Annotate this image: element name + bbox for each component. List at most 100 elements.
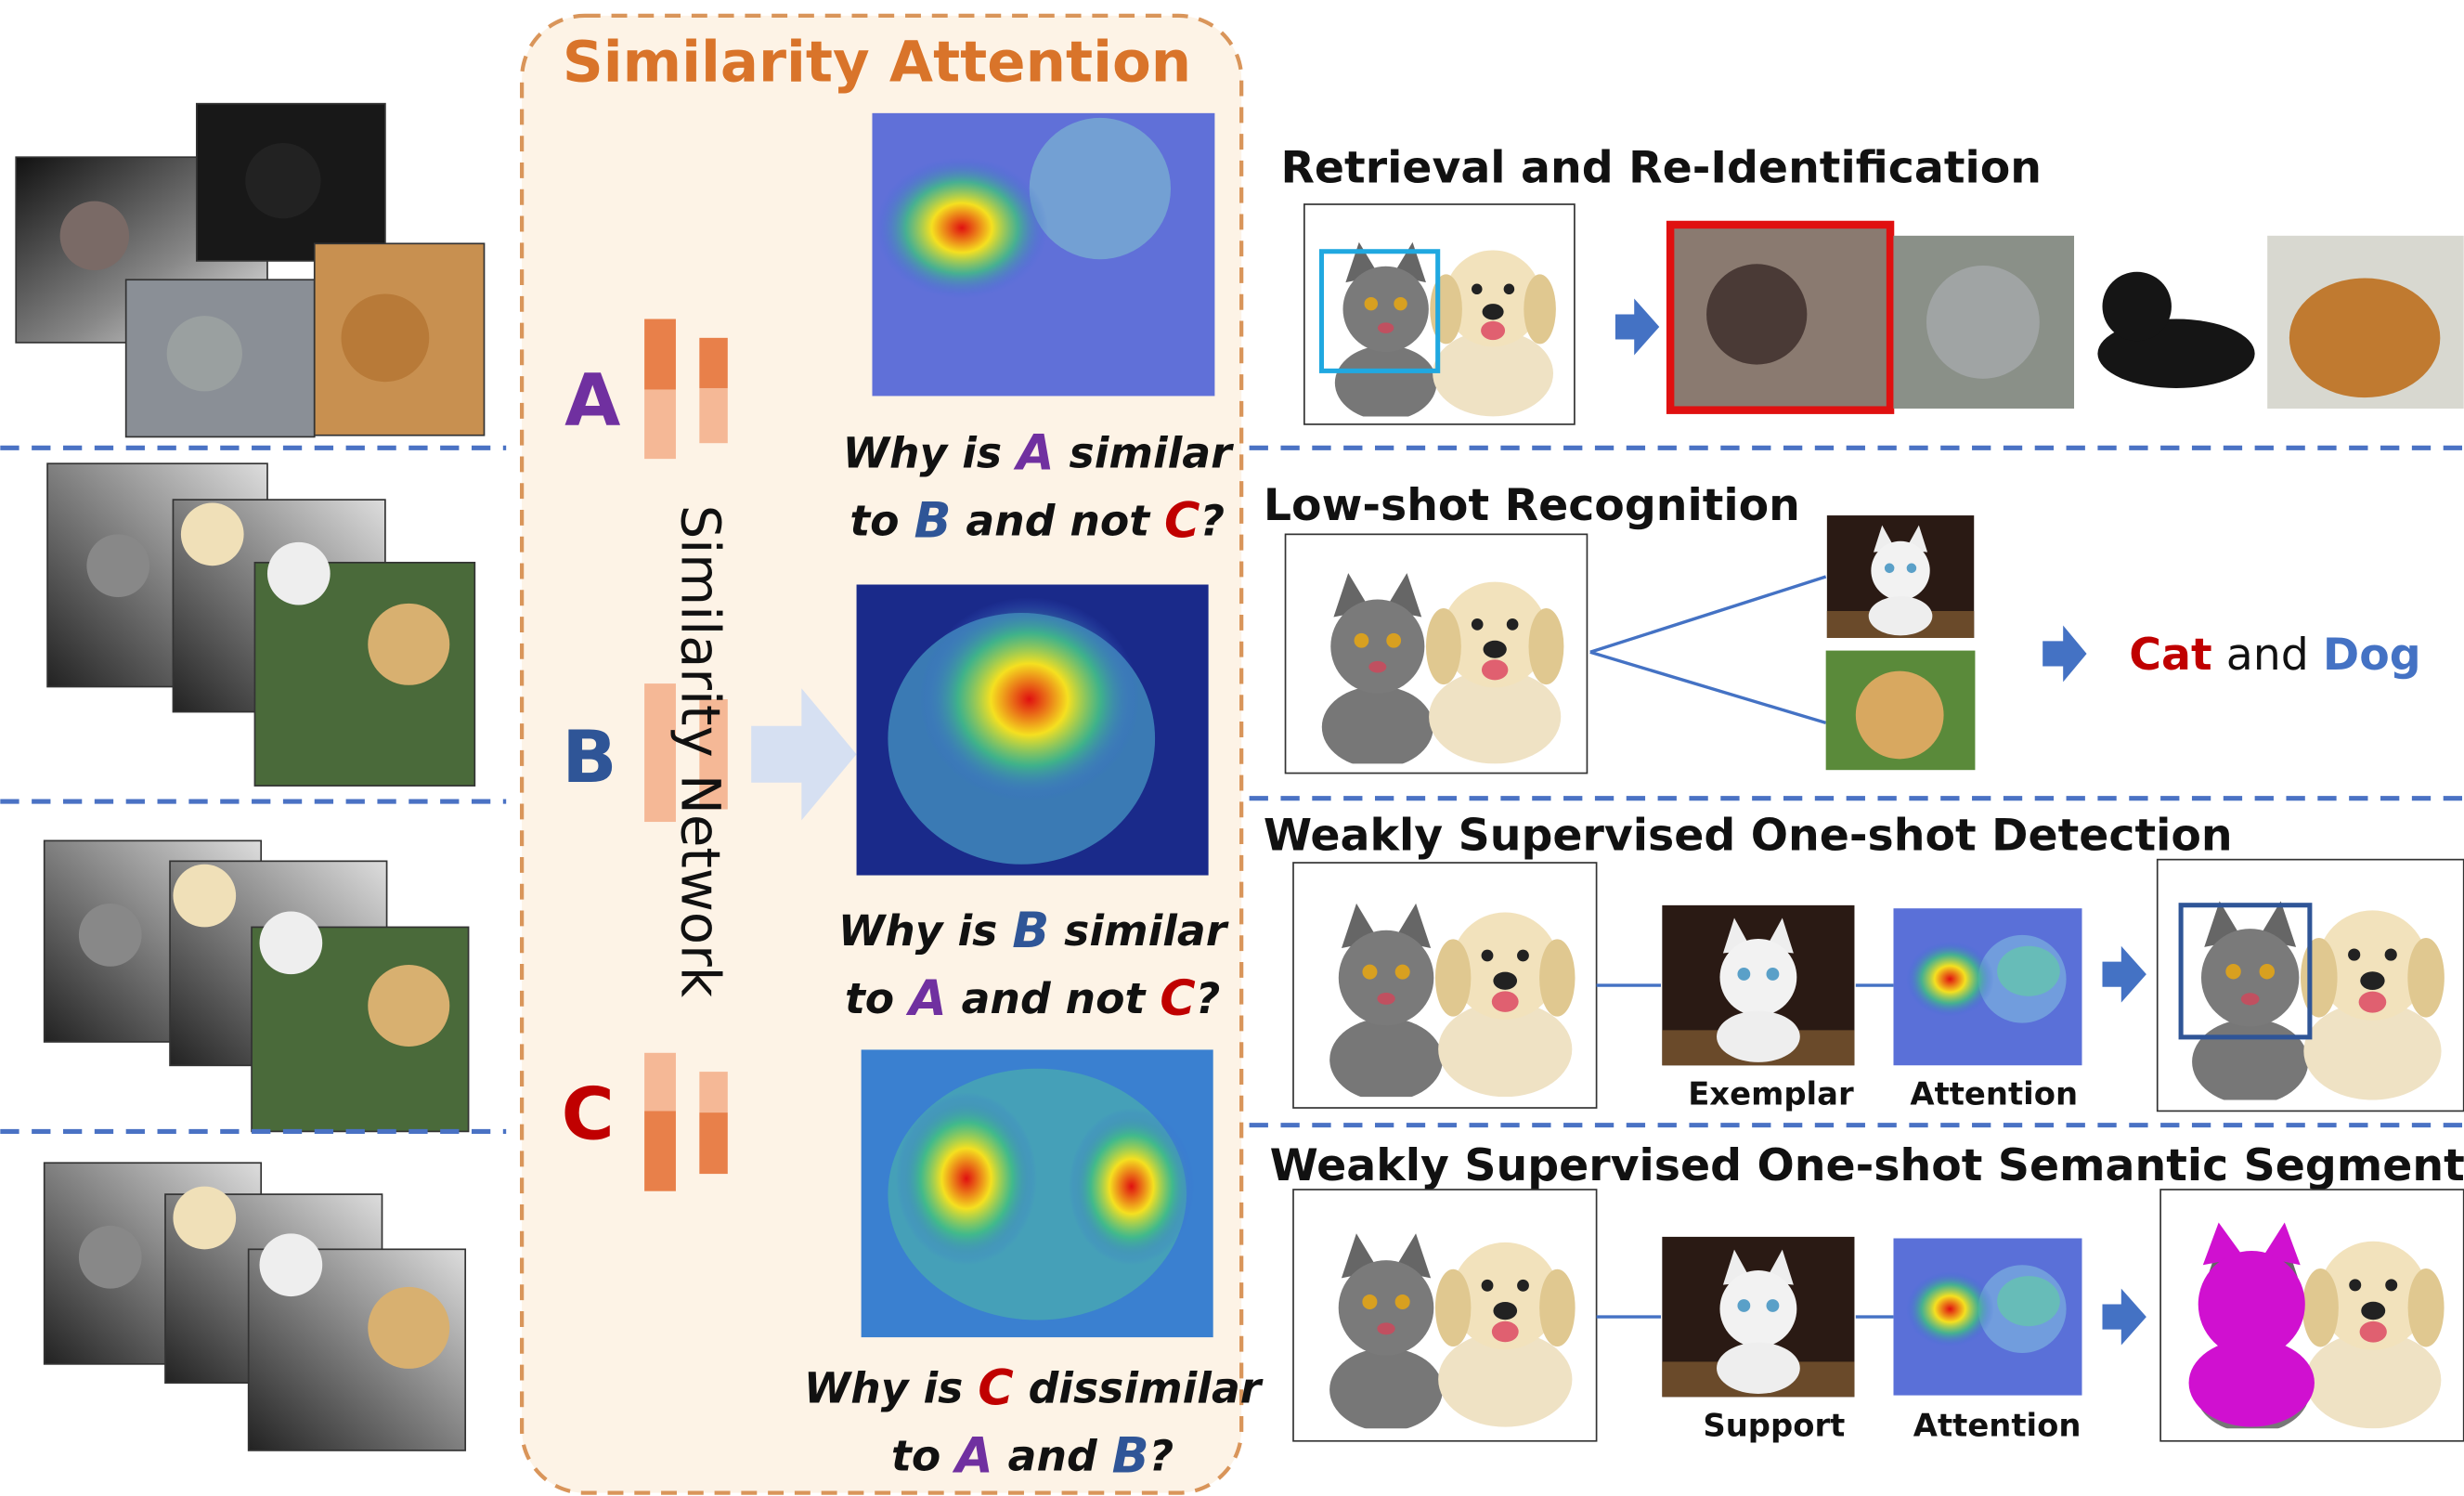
attention-image [1893,1238,2082,1396]
shape [1589,650,1827,725]
retrieved-images [1666,220,2464,414]
question-text: to [849,496,914,545]
question-letter: B [1012,903,1049,959]
heatmap-b [856,584,1209,876]
shape [644,1111,676,1191]
shape [1069,1108,1195,1266]
arrow [2102,1288,2146,1346]
result-cat: Cat [2129,630,2211,681]
shape [180,502,244,566]
query-box [1318,249,1441,373]
shape [895,1092,1038,1266]
feature-bars [644,319,728,1191]
shape [2198,1251,2305,1359]
arrow [1615,298,1660,356]
shape [644,683,676,823]
question-letter: A [1013,424,1055,481]
support-image [1662,1236,1855,1398]
shape [1029,117,1172,260]
task-title: Weakly Supervised One-shot Detection [1264,810,2233,861]
shape [59,201,130,271]
question-letter: C [978,1359,1013,1416]
question-text: ? [1200,496,1225,545]
question-text: ? [1196,973,1221,1022]
segmentation-mask [2188,1222,2315,1427]
question-letter: C [1164,492,1200,549]
shape [259,1233,323,1297]
shape [245,142,321,219]
result-dog: Dog [2323,630,2421,681]
caption: Attention [1910,1076,2078,1112]
question-text: Why is [843,428,1017,477]
result-and: and [2212,630,2323,681]
question-text: and [993,1431,1112,1480]
shape [699,699,728,810]
shape [266,541,331,605]
task-title: Low-shot Recognition [1264,480,1800,531]
support-cat [1826,515,1975,639]
question-text: similar [1049,906,1229,956]
question-letter: A [905,970,947,1027]
caption: Exemplar [1688,1076,1854,1112]
question-line: to A and not C? [845,970,1220,1027]
shape [86,534,150,598]
label-a: A [564,359,620,443]
question-letter: C [1160,970,1195,1027]
attention-image [1893,908,2082,1066]
question-text: to [891,1431,955,1480]
shape [1706,264,1808,365]
result: Cat and Dog [2129,630,2420,681]
question-line: Why is C dissimilar [804,1359,1264,1416]
shape [341,293,430,383]
input-stack-4 [43,1162,467,1451]
shape [78,1225,142,1289]
arrow [2102,945,2146,1003]
caption: Attention [1913,1408,2081,1444]
shape [368,1286,450,1369]
shape [173,1186,237,1250]
shape [2263,1222,2301,1266]
label-b: B [562,716,616,800]
question-letter: A [952,1427,993,1484]
caption: Support [1703,1408,1845,1444]
shape [699,387,728,444]
shape [1855,670,1944,760]
panel-title: Similarity Attention [563,30,1191,96]
task-title: Retrieval and Re-Identification [1280,142,2042,193]
question-text: Why is [804,1363,978,1412]
question-line: Why is A similar [843,424,1234,481]
input-stack-3 [43,839,470,1133]
shape [699,1112,728,1175]
shape [2188,1338,2315,1427]
question-text: and not [951,496,1164,545]
question-letter: B [914,492,951,549]
shape [259,911,323,975]
question-text: similar [1055,428,1235,477]
label-c: C [562,1073,615,1156]
query-image [1296,543,1576,764]
question-letter: B [1112,1427,1149,1484]
arrow [751,688,857,821]
shape [78,904,142,967]
query-image [1303,1203,1588,1429]
shape [644,389,676,460]
exemplar-image [1662,904,1855,1066]
shape [699,337,728,388]
question-text: Why is [838,906,1012,956]
shape [644,319,676,390]
query-image [1303,873,1588,1098]
task-title: Weakly Supervised One-shot Semantic Segm… [1270,1140,2464,1191]
shape [1926,265,2040,379]
shape [2289,278,2441,398]
heatmap-a [872,112,1215,397]
network-label: Similarity Network [668,505,731,998]
support-dog [1825,650,1976,771]
question-line: Why is B similar [838,903,1229,959]
question-text: dissimilar [1014,1363,1264,1412]
links [1589,575,1827,725]
separators [0,445,2464,1134]
question-text: to [845,973,909,1022]
input-stack-1 [15,102,486,438]
shape [368,603,450,685]
questions: Why is A similar to B and not C? Why is B … [804,424,1264,1484]
